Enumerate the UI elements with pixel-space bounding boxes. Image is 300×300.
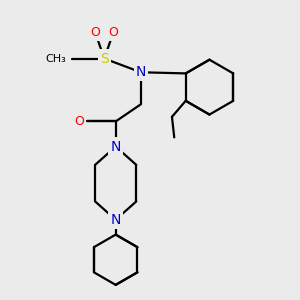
Text: O: O <box>74 115 84 128</box>
Text: O: O <box>90 26 100 39</box>
Text: CH₃: CH₃ <box>46 53 67 64</box>
Text: N: N <box>136 65 146 79</box>
Text: O: O <box>109 26 118 39</box>
Text: N: N <box>110 213 121 227</box>
Text: N: N <box>110 140 121 154</box>
Text: S: S <box>100 52 109 65</box>
